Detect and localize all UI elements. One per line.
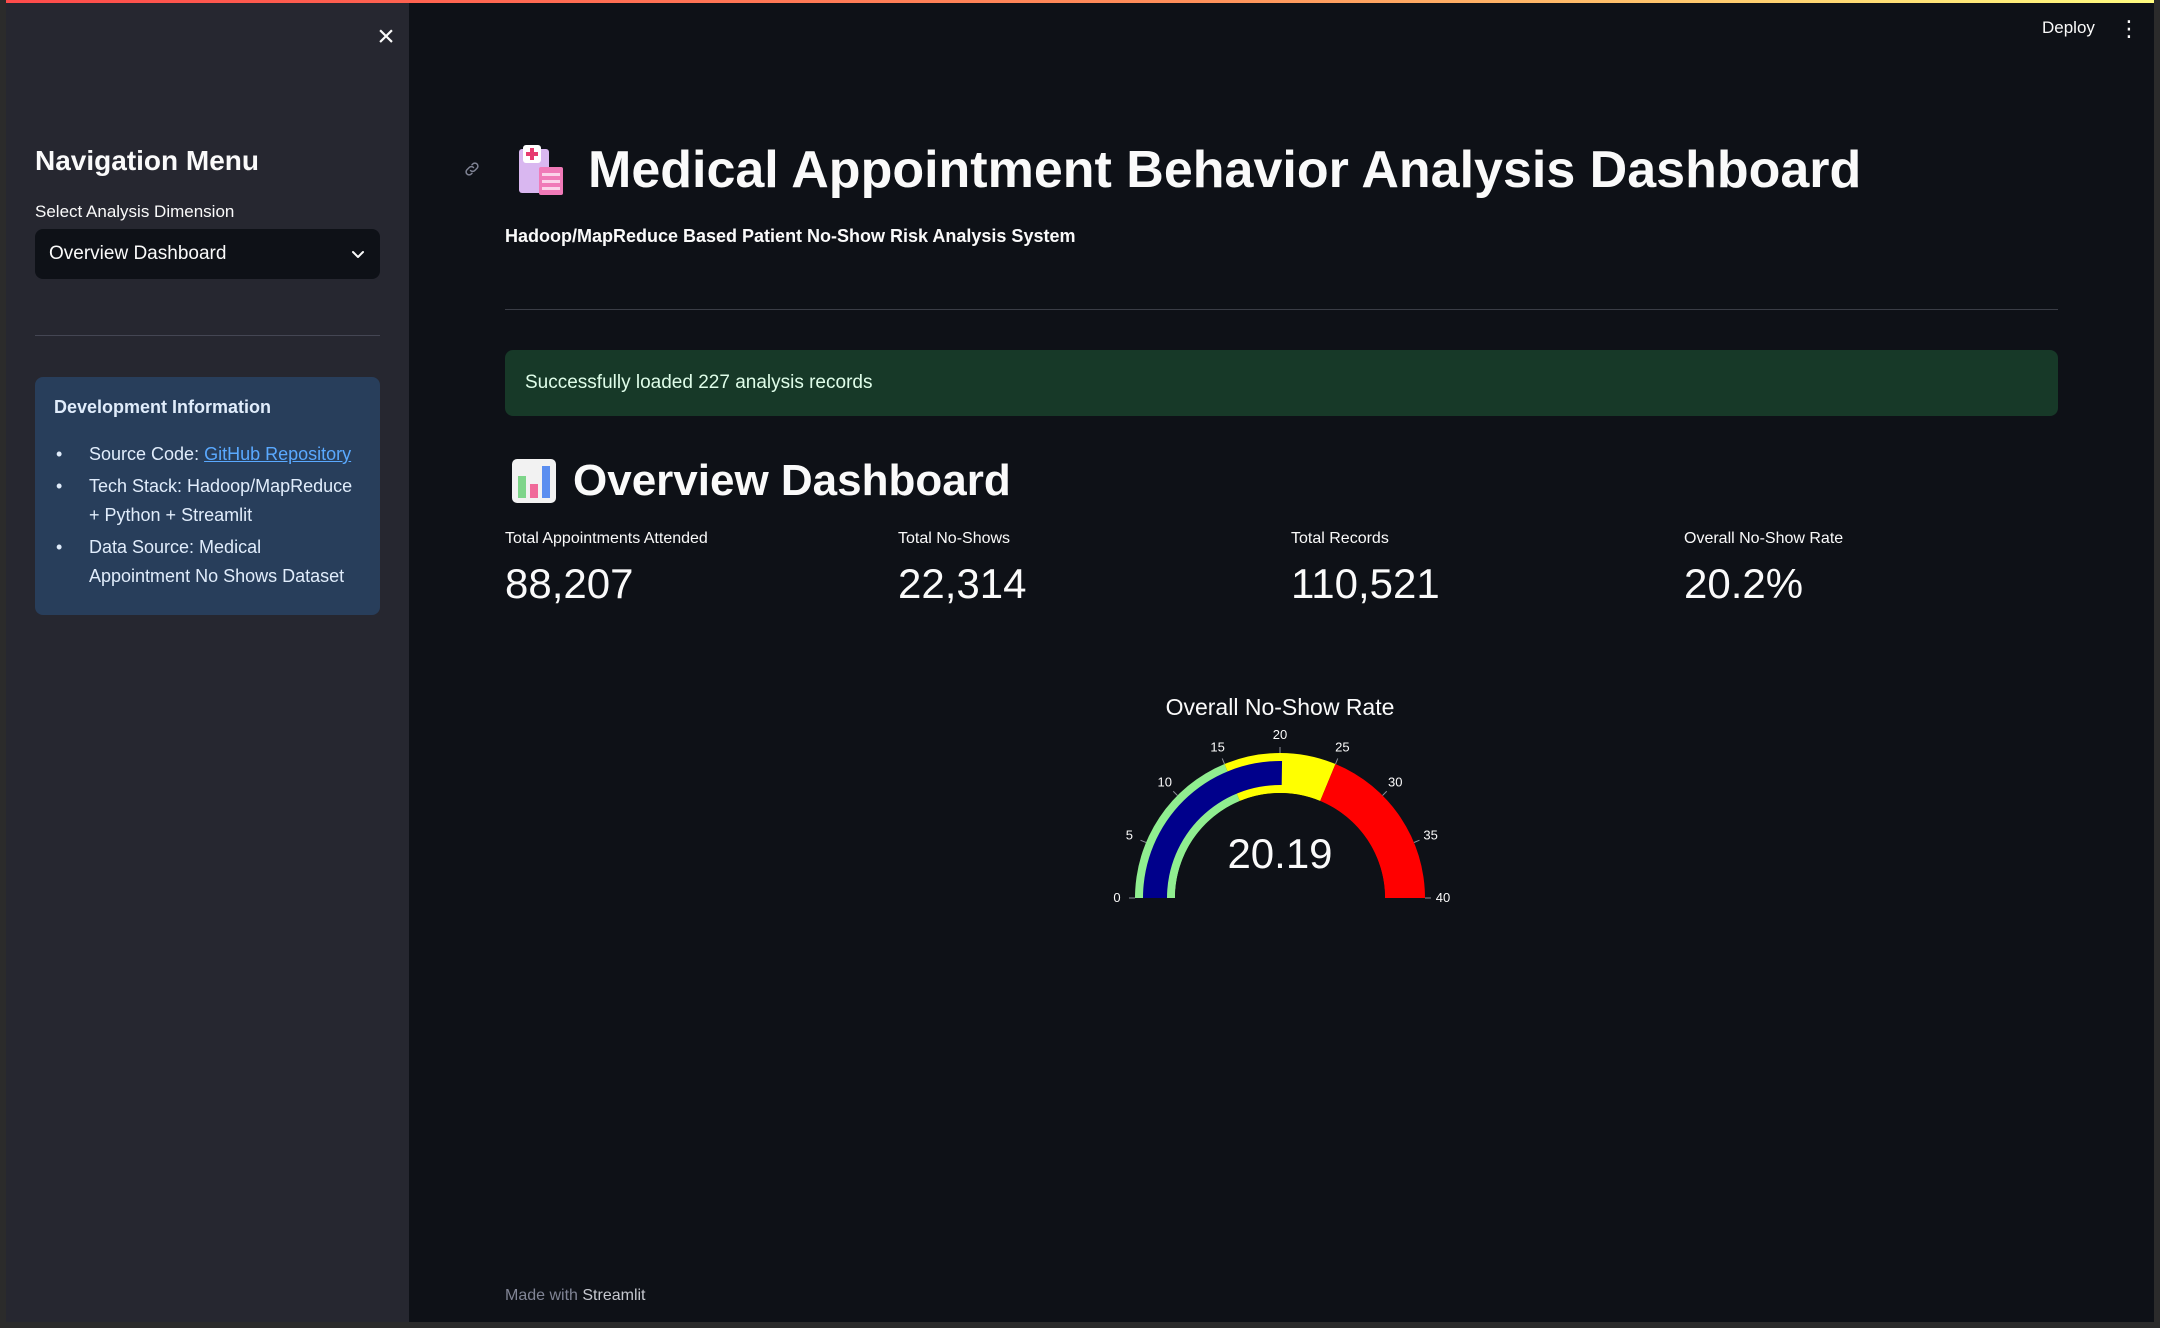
gauge-svg: 0 5 10 15 20 25 30 35 40 20.19: [1113, 727, 1450, 905]
metric-label: Total Records: [1291, 530, 1389, 547]
info-title: Development Information: [54, 397, 272, 417]
gauge-chart: Overall No-Show Rate 0 5 10 15 20 25 30 35 40 20.…: [1100, 686, 1460, 926]
sidebar-divider: [35, 335, 380, 336]
select-label: Select Analysis Dimension: [35, 202, 235, 221]
sidebar: × Navigation Menu Select Analysis Dimens…: [6, 3, 409, 1322]
list-item: Source Code: GitHub Repository: [54, 440, 361, 469]
gauge-title: Overall No-Show Rate: [1165, 694, 1395, 720]
page-title: Medical Appointment Behavior Analysis Da…: [588, 141, 1862, 199]
deploy-button[interactable]: Deploy: [2042, 18, 2095, 37]
list-item: Data Source: Medical Appointment No Show…: [54, 533, 361, 591]
close-sidebar-icon[interactable]: ×: [377, 20, 395, 53]
gauge-value-label: 20.19: [1227, 830, 1332, 877]
github-repo-link[interactable]: GitHub Repository: [204, 444, 352, 464]
gauge-tick-label: 40: [1436, 890, 1450, 905]
gauge-step-2: [1320, 764, 1425, 898]
metric-label: Total No-Shows: [898, 530, 1011, 547]
footer-made-with: Made with: [505, 1287, 583, 1304]
main-divider: [505, 309, 2058, 310]
nav-menu-title: Navigation Menu: [35, 145, 260, 176]
metric-attended: Total Appointments Attended 88,207: [505, 530, 885, 608]
gauge-tick-label: 15: [1210, 739, 1224, 754]
metric-total-records: Total Records 110,521: [1291, 530, 1671, 608]
page-subtitle: Hadoop/MapReduce Based Patient No-Show R…: [505, 226, 1076, 246]
metric-no-show-rate: Overall No-Show Rate 20.2%: [1684, 530, 2064, 608]
success-alert: Successfully loaded 227 analysis records: [505, 350, 2058, 416]
footer: Made with Streamlit: [505, 1287, 646, 1305]
gauge-tick: [1172, 790, 1178, 796]
gauge-tick-label: 10: [1158, 775, 1172, 790]
gauge-tick: [1221, 758, 1225, 765]
metric-value: 22,314: [898, 560, 1027, 607]
list-item: Tech Stack: Hadoop/MapReduce + Python + …: [54, 472, 361, 530]
hospital-icon: [519, 145, 563, 195]
main-menu-icon[interactable]: ⋮: [2118, 16, 2140, 41]
gauge-value-bar: [1143, 761, 1283, 898]
info-list: Source Code: GitHub Repository Tech Stac…: [54, 440, 361, 591]
streamlit-link[interactable]: Streamlit: [582, 1287, 646, 1304]
gauge-tick: [1413, 839, 1420, 843]
development-info-box: Development Information Source Code: Git…: [35, 377, 380, 615]
gauge-center: [1175, 793, 1385, 898]
gauge-tick-label: 20: [1273, 727, 1287, 742]
gauge-tick-label: 25: [1335, 739, 1349, 754]
gauge-tick: [1382, 790, 1388, 796]
gauge-tick: [1335, 758, 1339, 765]
metric-value: 88,207: [505, 560, 634, 607]
source-label: Source Code:: [89, 444, 205, 464]
chevron-down-icon: [352, 251, 364, 258]
section-title: Overview Dashboard: [573, 456, 1011, 505]
select-value: Overview Dashboard: [49, 243, 227, 264]
link-icon[interactable]: [455, 152, 489, 186]
gauge-tick-label: 0: [1113, 890, 1120, 905]
analysis-dimension-select[interactable]: Overview Dashboard: [35, 229, 380, 279]
gauge-tick-label: 5: [1126, 828, 1133, 843]
metric-value: 20.2%: [1684, 560, 1804, 607]
gauge-tick: [1140, 839, 1147, 843]
success-message: Successfully loaded 227 analysis records: [525, 372, 873, 393]
metric-label: Overall No-Show Rate: [1684, 530, 1844, 547]
bar-chart-icon: [512, 459, 556, 503]
top-decoration-bar: [0, 0, 2160, 3]
metric-value: 110,521: [1291, 560, 1440, 607]
metric-no-shows: Total No-Shows 22,314: [898, 530, 1278, 608]
gauge-tick-label: 35: [1423, 828, 1437, 843]
gauge-tick-label: 30: [1388, 775, 1402, 790]
metric-label: Total Appointments Attended: [505, 530, 708, 547]
